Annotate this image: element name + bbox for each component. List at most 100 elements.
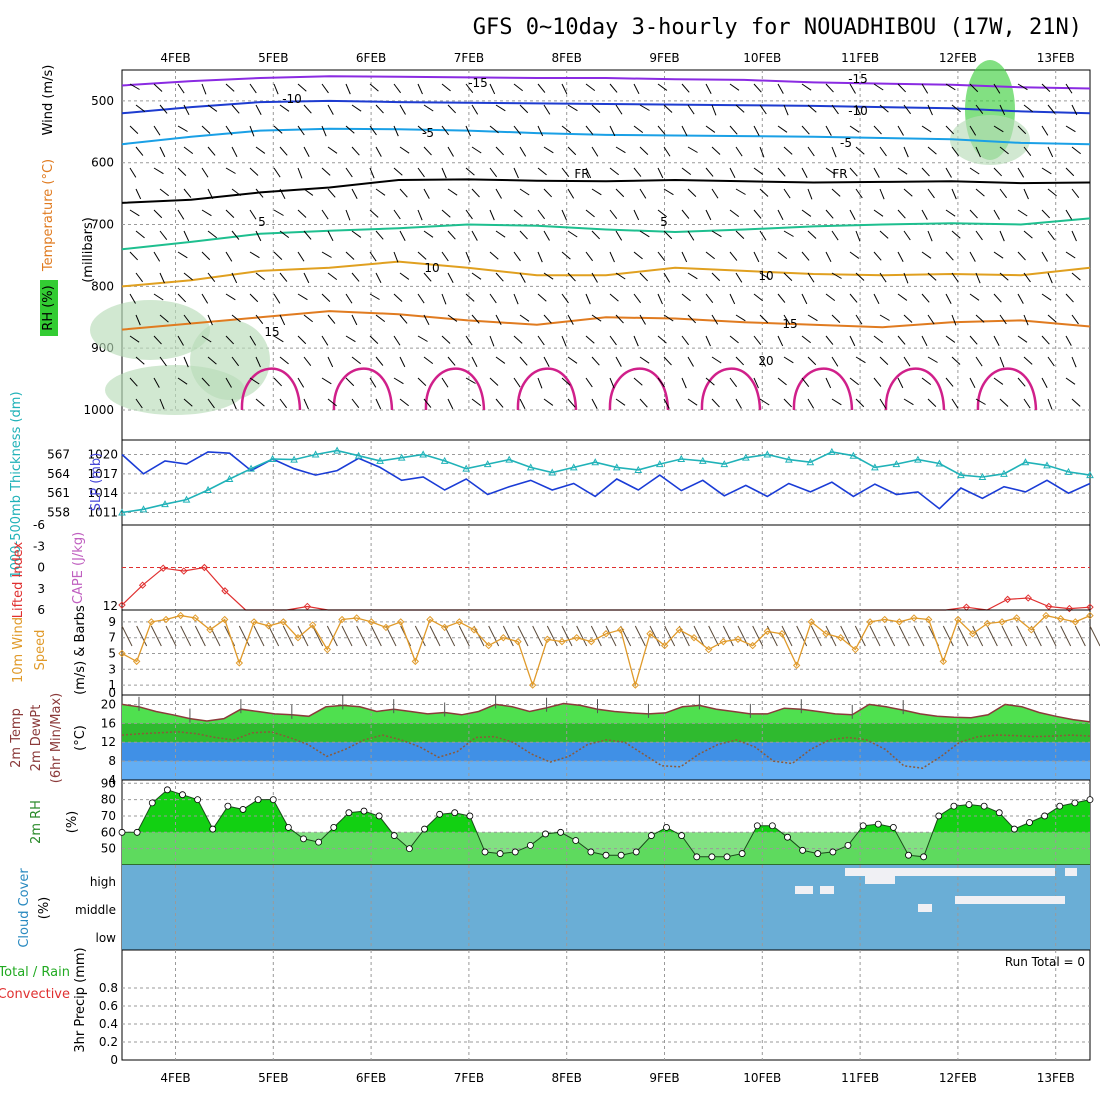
wind-barb: [801, 167, 808, 178]
wind-barb: [561, 251, 571, 260]
rh-point: [587, 848, 595, 856]
wind-barb: [705, 335, 711, 347]
wind-barb: [903, 314, 913, 323]
wind-barb: [1023, 356, 1033, 365]
wind-barb: [783, 104, 789, 116]
wind-barb: [825, 83, 834, 93]
wind-point: [279, 618, 288, 626]
wind-barb: [513, 167, 519, 179]
wind-barb: [279, 314, 286, 326]
rh-point: [602, 851, 610, 859]
wind-point: [382, 623, 390, 632]
wind-barb-10m: [136, 625, 148, 647]
temperature-ylabel: Temperature (°C): [41, 159, 56, 272]
wind-barb: [231, 272, 238, 284]
wind-barb: [639, 230, 650, 238]
wind-barb: [879, 398, 887, 409]
wind-barb: [855, 272, 865, 281]
wind-barb: [279, 104, 290, 112]
thickness-point: [505, 455, 514, 463]
wind-barb: [129, 125, 139, 135]
isotherm-label: FR: [832, 167, 847, 181]
isotherm-label: 20: [758, 354, 773, 368]
wind-barb: [615, 314, 624, 324]
cloud-cell: [845, 868, 1055, 876]
thickness-point: [419, 450, 427, 458]
wind-barb: [255, 188, 264, 198]
thickness-point: [483, 460, 492, 468]
wind-barb: [273, 335, 284, 343]
wind-barb: [729, 83, 740, 91]
wind-barb: [993, 83, 1001, 94]
rh-point: [799, 846, 807, 854]
rh-point: [1056, 802, 1064, 810]
wind-barb: [897, 335, 906, 345]
rh-point: [965, 801, 973, 808]
wind-point: [206, 626, 214, 634]
wind-barb: [303, 356, 312, 366]
wind-barb: [897, 83, 907, 93]
wind-barb: [1041, 335, 1050, 345]
thickness-ytick: 561: [47, 486, 70, 500]
thickness-point: [698, 456, 707, 464]
wind-barb: [927, 356, 938, 363]
wind-barb: [879, 356, 889, 366]
wind-barb: [471, 104, 479, 115]
precip-ytick: 0.6: [99, 999, 118, 1013]
isotherm--10: [121, 99, 1091, 115]
isotherm--15: [121, 75, 1091, 90]
wind-barb: [351, 230, 362, 238]
wind-barb: [303, 188, 314, 196]
wind-barb: [993, 251, 1004, 259]
precip-ytick: 0.4: [99, 1017, 118, 1031]
wind-barb: [687, 188, 697, 198]
wind-barb: [423, 398, 432, 408]
wind-barb: [297, 167, 303, 179]
wind-barb: [129, 293, 136, 304]
wind-barb: [327, 104, 334, 115]
wind-barb: [609, 293, 619, 302]
wind-barb: [639, 188, 647, 199]
wind-barb: [159, 398, 165, 410]
wind-barb: [495, 398, 504, 408]
wind-barb: [423, 146, 432, 156]
wind-barb: [465, 293, 475, 302]
wind-barb: [183, 398, 193, 407]
cloud-cell: [795, 886, 813, 894]
wind-barb: [537, 377, 543, 389]
wind-barb: [729, 209, 740, 218]
rh-shade: [90, 300, 210, 360]
wind-barb: [687, 104, 695, 115]
wind-barb: [519, 188, 530, 196]
wind-barb: [537, 125, 544, 137]
wind-barb: [777, 377, 787, 386]
slp-ytick: 1011: [87, 506, 118, 520]
wind-barb: [969, 209, 978, 219]
wind-barb: [1047, 104, 1056, 114]
rh-point: [738, 850, 746, 857]
wind-point: [470, 626, 478, 634]
wind-barb: [657, 251, 666, 261]
wind-barb: [759, 398, 770, 406]
wind-barb: [135, 272, 144, 283]
wind-barb: [183, 356, 189, 368]
wind-barb: [1041, 83, 1051, 93]
wind-barb: [1017, 209, 1028, 217]
wind-barb: [663, 188, 674, 196]
wind-barb: [945, 251, 954, 261]
wind-ytick: 7: [108, 631, 116, 645]
wind-barb: [591, 146, 599, 157]
wind-barb-10m: [561, 625, 573, 647]
wind-barb: [447, 314, 458, 322]
wind-barb: [441, 125, 450, 136]
wind-point: [910, 614, 918, 622]
rh-point: [390, 832, 398, 839]
wind-barb: [345, 293, 353, 304]
wind-barb: [417, 335, 428, 342]
wind-barb: [129, 83, 140, 90]
wind-barb-10m: [165, 625, 177, 647]
wind-barb: [369, 293, 380, 300]
x-label-top: 11FEB: [841, 51, 879, 65]
li-ytick: 3: [37, 582, 45, 596]
